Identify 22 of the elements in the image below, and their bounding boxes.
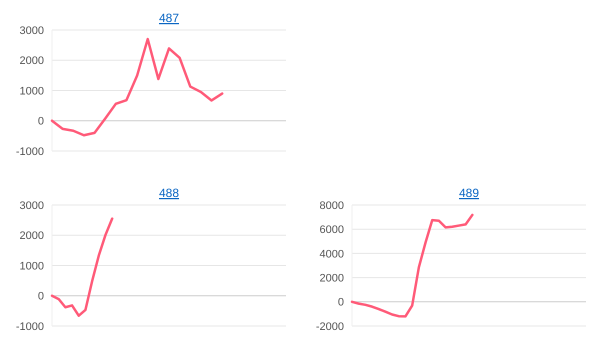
chart-title: 488 <box>158 186 180 200</box>
y-tick-label: -1000 <box>16 320 44 333</box>
y-tick-label: 6000 <box>320 224 344 236</box>
y-tick-label: 2000 <box>320 272 344 284</box>
y-tick-label: 3000 <box>20 24 44 37</box>
y-tick-label: 1000 <box>20 260 44 272</box>
y-tick-label: -1000 <box>16 146 44 158</box>
y-tick-label: 8000 <box>320 200 344 212</box>
y-tick-label: 1000 <box>20 85 44 98</box>
y-tick-label: 0 <box>38 116 44 128</box>
line-series <box>50 217 114 317</box>
chart-title: 487 <box>158 11 180 25</box>
chart-title: 489 <box>458 186 480 200</box>
y-tick-label: 2000 <box>20 230 44 242</box>
y-tick-label: 2000 <box>20 55 44 68</box>
line-series <box>350 214 474 318</box>
y-tick-label: -2000 <box>316 320 344 333</box>
y-tick-label: 0 <box>38 290 44 303</box>
y-tick-label: 4000 <box>320 248 344 260</box>
line-series <box>50 38 224 137</box>
y-tick-label: 0 <box>338 296 344 309</box>
y-tick-label: 3000 <box>20 200 44 212</box>
